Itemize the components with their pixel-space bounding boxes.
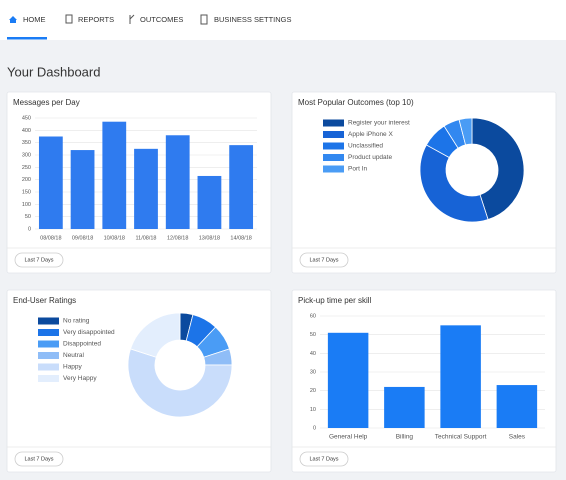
bar [496, 385, 538, 428]
bar [197, 175, 222, 229]
y-tick-label: 150 [22, 189, 31, 195]
range-button[interactable] [299, 451, 349, 467]
card-title: Messages per Day [13, 98, 80, 107]
x-tick-label: 14/08/18 [230, 235, 251, 241]
legend-label: Product update [348, 154, 392, 161]
page-heading: Your Dashboard [7, 64, 100, 79]
card-title: Most Popular Outcomes (top 10) [298, 98, 414, 107]
legend-swatch [38, 340, 59, 348]
home-icon [9, 16, 17, 23]
legend-label: Apple iPhone X [348, 131, 393, 138]
legend-label: Very disappointed [63, 329, 115, 336]
y-tick-label: 100 [22, 202, 31, 208]
x-tick-label: 11/08/18 [135, 235, 156, 241]
y-tick-label: 50 [310, 332, 316, 338]
x-tick-label: Technical Support [435, 434, 487, 441]
legend-swatch [323, 142, 344, 150]
x-tick-label: 10/08/18 [104, 235, 125, 241]
legend-swatch [323, 165, 344, 173]
range-button-label[interactable]: Last 7 Days [24, 456, 53, 462]
legend-label: Very Happy [63, 375, 97, 382]
legend-label: No rating [63, 318, 90, 325]
x-tick-label: 12/08/18 [167, 235, 188, 241]
legend-swatch [38, 375, 59, 382]
y-tick-label: 20 [310, 388, 316, 394]
settings-icon [200, 14, 208, 25]
reports-icon [65, 14, 73, 24]
donut-slice [458, 117, 473, 146]
bar [102, 121, 127, 229]
y-tick-label: 450 [22, 115, 31, 121]
bar [134, 148, 158, 229]
y-tick-label: 350 [22, 140, 31, 146]
range-button[interactable] [299, 252, 349, 268]
nav-item[interactable]: BUSINESS SETTINGS [214, 15, 292, 24]
y-tick-label: 0 [28, 226, 31, 232]
outcomes-icon [129, 14, 135, 24]
x-tick-label: 09/08/18 [72, 235, 93, 241]
y-tick-label: 200 [22, 177, 31, 183]
donut-slice [419, 144, 489, 223]
x-tick-label: Billing [396, 434, 414, 441]
legend-swatch [38, 352, 59, 359]
bar [229, 145, 254, 229]
legend-swatch [38, 363, 59, 371]
donut-slice [471, 117, 525, 220]
legend-swatch [323, 154, 344, 161]
legend-label: Register your interest [348, 120, 410, 127]
y-tick-label: 300 [22, 152, 31, 158]
y-tick-label: 250 [22, 165, 31, 171]
bar [70, 150, 95, 229]
bar [440, 325, 481, 428]
nav-bar [0, 0, 566, 40]
legend-swatch [38, 329, 59, 336]
legend-label: Happy [63, 364, 83, 371]
x-tick-label: General Help [329, 434, 368, 441]
legend-label: Neutral [63, 352, 85, 359]
nav-item[interactable]: HOME [23, 15, 46, 24]
y-tick-label: 400 [22, 128, 31, 134]
legend-swatch [323, 119, 344, 127]
legend-label: Port In [348, 166, 368, 173]
range-button[interactable] [14, 252, 64, 268]
x-tick-label: Sales [509, 434, 526, 441]
card-title: Pick-up time per skill [298, 296, 372, 305]
legend-swatch [323, 131, 344, 138]
x-tick-label: 08/08/18 [40, 235, 61, 241]
bar [165, 135, 190, 229]
nav-item[interactable]: OUTCOMES [140, 15, 183, 24]
nav-item[interactable]: REPORTS [78, 15, 114, 24]
x-tick-label: 13/08/18 [199, 235, 220, 241]
y-tick-label: 60 [310, 313, 316, 319]
y-tick-label: 50 [25, 214, 31, 220]
range-button-label[interactable]: Last 7 Days [309, 257, 338, 263]
legend-swatch [38, 317, 59, 325]
y-tick-label: 0 [313, 425, 316, 431]
range-button-label[interactable]: Last 7 Days [24, 257, 53, 263]
bar [38, 136, 63, 229]
y-tick-label: 10 [310, 407, 316, 413]
y-tick-label: 40 [310, 351, 316, 357]
donut-slice [127, 348, 233, 418]
active-tab-indicator [7, 37, 47, 40]
range-button[interactable] [14, 451, 64, 467]
legend-label: Disappointed [63, 341, 101, 348]
donut-slice [130, 312, 181, 358]
bar [384, 386, 425, 428]
y-tick-label: 30 [310, 369, 316, 375]
legend-label: Unclassified [348, 143, 383, 150]
bar [327, 332, 369, 428]
card-title: End-User Ratings [13, 296, 76, 305]
range-button-label[interactable]: Last 7 Days [309, 456, 338, 462]
